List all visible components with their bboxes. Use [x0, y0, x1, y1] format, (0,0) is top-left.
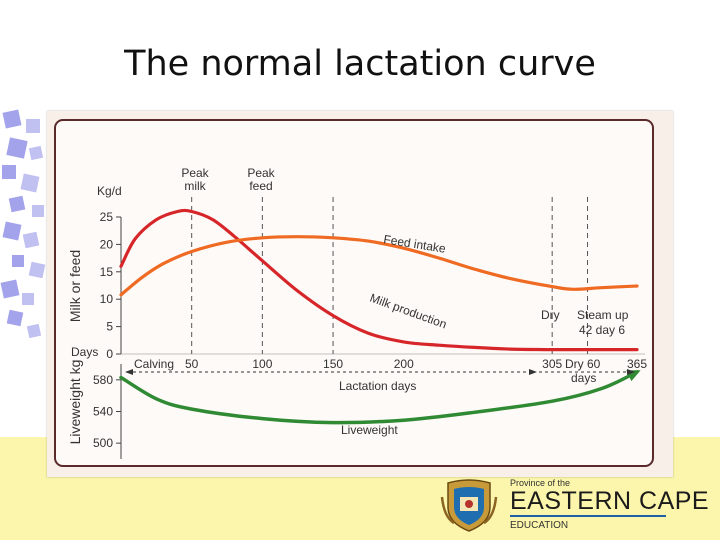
slide-title: The normal lactation curve	[124, 44, 596, 84]
decorative-square	[22, 293, 34, 305]
eastern-cape-education-logo: Province of the EASTERN CAPE EDUCATION	[438, 475, 709, 535]
decorative-square	[0, 279, 20, 299]
milk-production-line	[119, 208, 639, 352]
x-tick-label: 50	[185, 357, 199, 371]
y-tick-label-lower: 580	[93, 373, 113, 387]
logo-name: EASTERN CAPE	[510, 487, 710, 515]
peak-feed-label: Peak feed	[247, 166, 275, 193]
x-tick-label: 305	[542, 357, 562, 371]
y-tick-label-lower: 540	[93, 405, 113, 419]
x-axis-label: Lactation days	[339, 379, 416, 393]
x-tick-label: 365	[627, 357, 647, 371]
dry-arrow-head-right	[627, 369, 635, 375]
decorative-square	[6, 137, 28, 159]
liveweight-line	[119, 370, 639, 425]
logo-rule	[510, 515, 666, 517]
dry-label: Dry	[541, 308, 560, 322]
logo-province-line: Province of the	[510, 478, 571, 488]
y-tick-label-upper: 15	[100, 265, 114, 279]
decorative-square	[8, 195, 26, 213]
decorative-square	[22, 231, 40, 249]
y-axis-unit: Kg/d	[97, 184, 122, 198]
peak-milk-label: Peak milk	[181, 166, 209, 193]
dry-period-label: Dry 60	[565, 357, 601, 371]
decorative-border-pattern	[0, 109, 46, 339]
lactation-arrow-head-right	[529, 369, 537, 375]
decorative-square	[26, 323, 42, 339]
lactation-arrow-head-left	[125, 369, 133, 375]
decorative-square	[2, 165, 16, 179]
y-tick-label-upper: 0	[106, 347, 113, 361]
logo-department: EDUCATION	[510, 520, 569, 531]
decorative-square	[26, 119, 40, 133]
lactation-chart: Milk or feed Liveweight kg Kg/d Days 0 5 1…	[54, 119, 654, 467]
lactation-chart-figure: Milk or feed Liveweight kg Kg/d Days 0 5 1…	[47, 111, 673, 477]
decorative-square	[32, 205, 44, 217]
calving-label: Calving	[134, 357, 174, 371]
y-tick-label-upper: 20	[100, 237, 114, 251]
decorative-square	[28, 145, 44, 161]
feed-intake-line	[119, 235, 639, 297]
steam-up-label: Steam up	[577, 308, 629, 322]
days-row-label: Days	[71, 345, 98, 359]
x-tick-label: 200	[394, 357, 414, 371]
x-tick-label: 100	[252, 357, 272, 371]
decorative-square	[6, 309, 24, 327]
y-tick-label-upper: 5	[106, 320, 113, 334]
coat-of-arms-icon	[440, 479, 498, 532]
y-axis-label-upper: Milk or feed	[67, 250, 83, 322]
chart-frame	[54, 119, 654, 467]
y-tick-label-lower: 500	[93, 436, 113, 450]
decorative-square	[2, 221, 22, 241]
y-axis-label-lower: Liveweight kg	[67, 360, 83, 445]
decorative-square	[20, 173, 40, 193]
decorative-square	[28, 261, 46, 279]
y-tick-label-upper: 10	[100, 292, 114, 306]
decorative-square	[2, 109, 22, 129]
steam-days-label: 42 day 6	[579, 323, 625, 337]
dry-period-unit-label: days	[571, 371, 596, 385]
x-tick-label: 150	[323, 357, 343, 371]
liveweight-label: Liveweight	[341, 423, 398, 437]
decorative-square	[12, 255, 24, 267]
y-tick-label-upper: 25	[100, 210, 114, 224]
